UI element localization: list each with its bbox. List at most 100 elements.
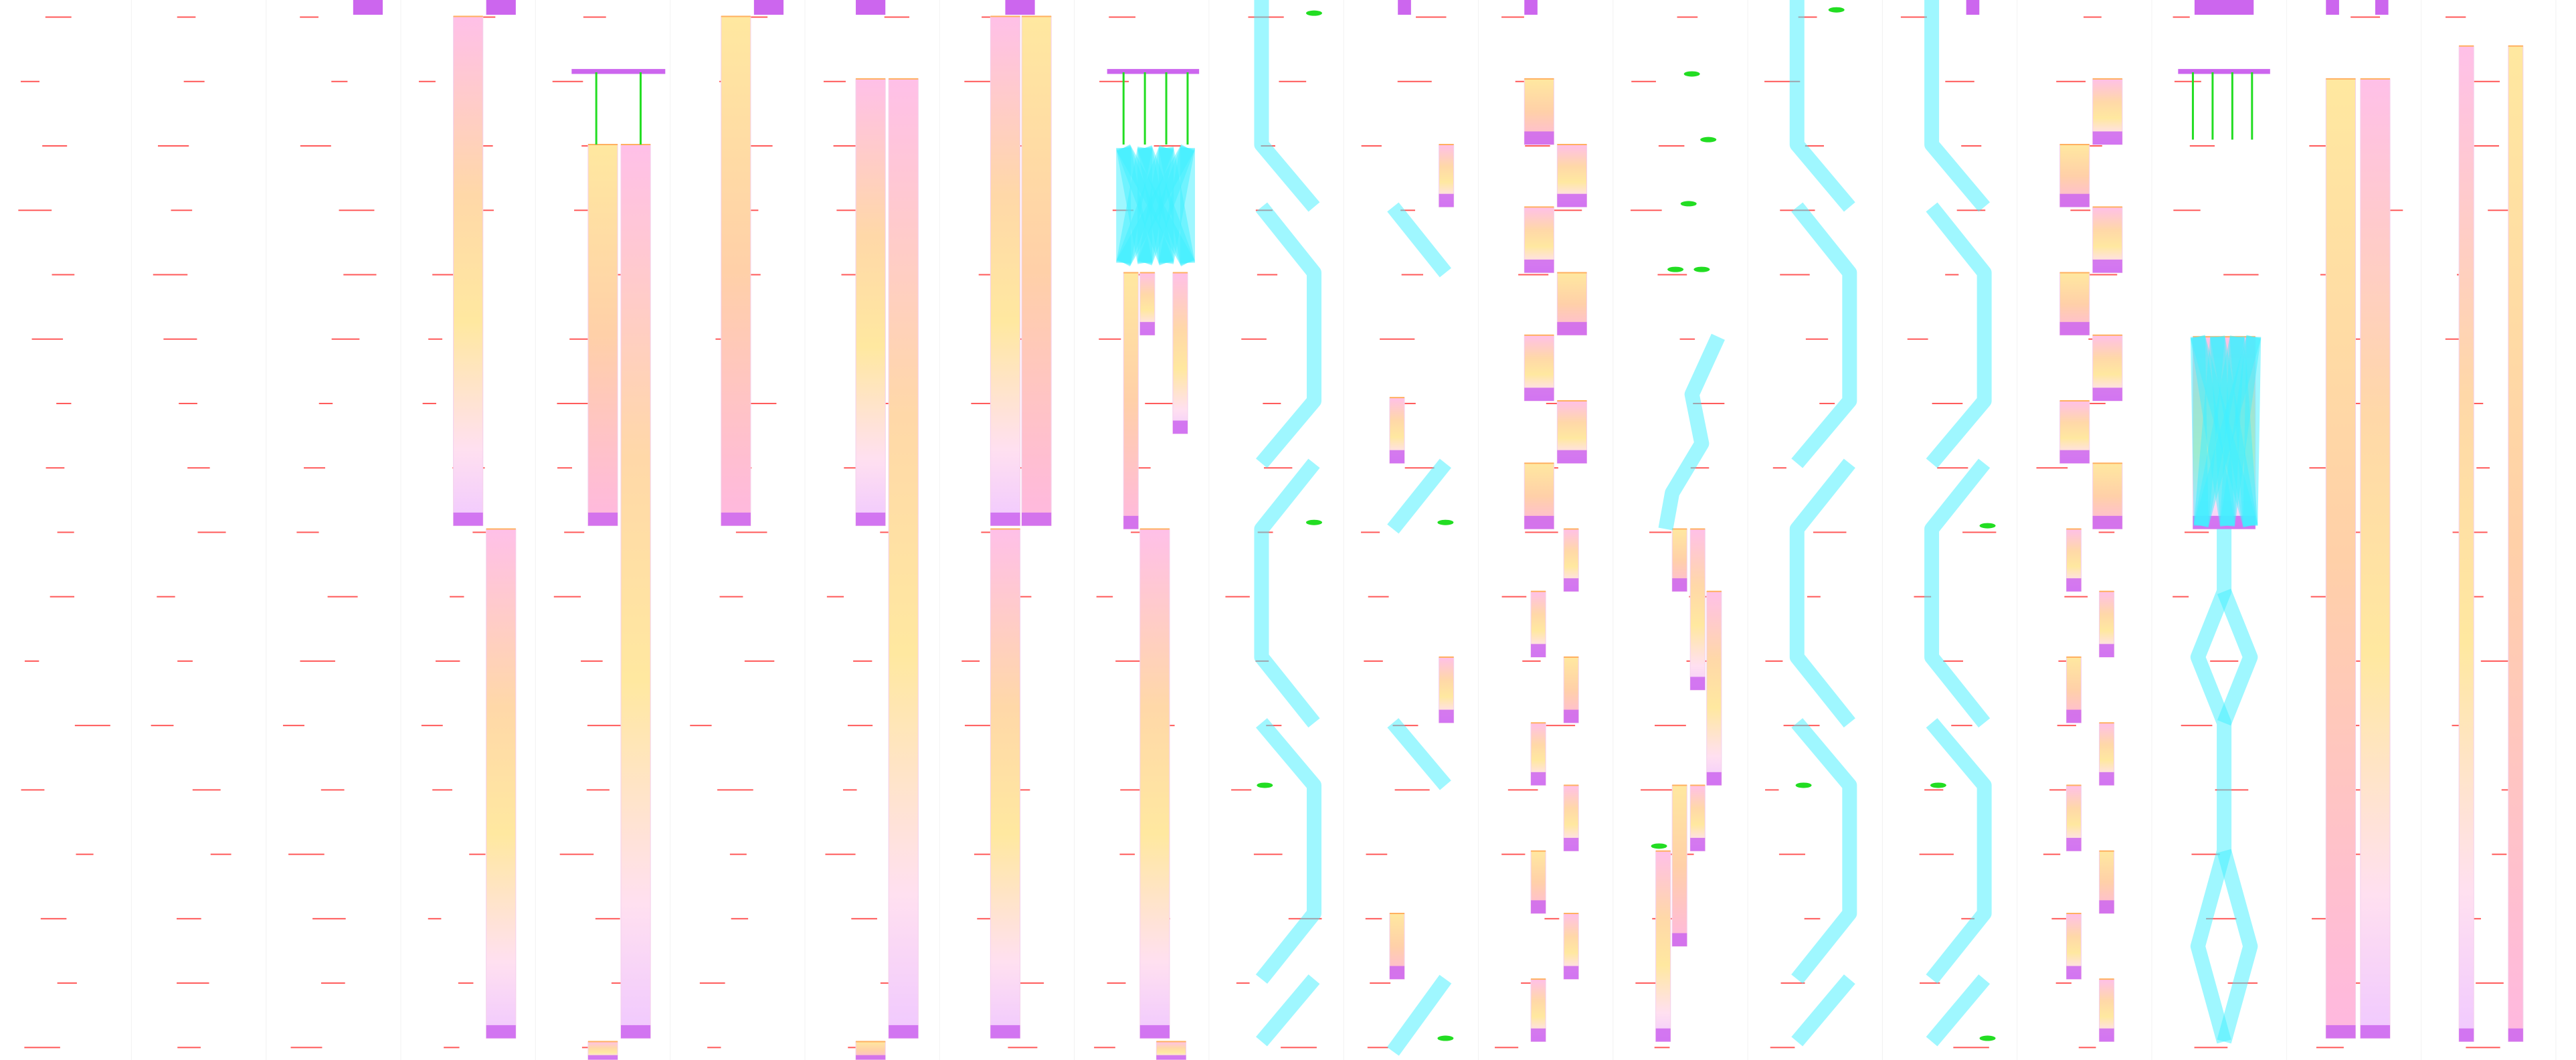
label-dash: [735, 531, 767, 533]
label-dash: [151, 725, 174, 727]
label-dash: [2184, 531, 2209, 533]
label-dash: [699, 982, 725, 984]
label-dash: [1690, 467, 1710, 469]
label-dash: [1522, 660, 1541, 662]
span-cap: [721, 512, 751, 526]
label-dash: [436, 660, 460, 662]
span-cap: [1557, 322, 1587, 335]
label-dash: [2480, 660, 2514, 662]
label-dash: [1631, 80, 1656, 82]
label-dash: [2051, 917, 2076, 919]
label-dash: [1394, 789, 1430, 791]
label-dash: [2078, 1047, 2096, 1049]
label-dash: [1404, 467, 1435, 469]
label-dash: [1945, 80, 1974, 82]
label-dash: [210, 853, 232, 855]
span-cap: [990, 1025, 1020, 1039]
label-dash: [1279, 80, 1307, 82]
flow-ribbon: [1254, 458, 1320, 728]
span-cap: [2066, 709, 2082, 723]
label-dash: [428, 338, 443, 340]
label-dash: [750, 402, 777, 404]
label-dash: [564, 531, 585, 533]
header-box: [1966, 0, 1980, 15]
label-dash: [1679, 338, 1695, 340]
flow-ribbon: [1791, 718, 1857, 984]
label-dash: [192, 789, 221, 791]
flow-ribbon: [2243, 337, 2262, 526]
flow-ribbon: [1386, 974, 1452, 1056]
span-cap: [2326, 1025, 2356, 1039]
label-dash: [1655, 725, 1686, 727]
label-dash: [1361, 145, 1382, 147]
link-dot: [1437, 519, 1454, 525]
label-dash: [296, 531, 319, 533]
label-dash: [177, 660, 193, 662]
span-cap: [1655, 1028, 1671, 1042]
label-dash: [552, 80, 583, 82]
label-dash: [187, 467, 210, 469]
label-dash: [2173, 209, 2201, 211]
label-dash: [177, 982, 209, 984]
flow-ribbon: [1255, 202, 1321, 468]
label-dash: [57, 982, 77, 984]
span-cap: [1439, 709, 1454, 723]
label-dash: [320, 789, 345, 791]
label-dash: [569, 338, 591, 340]
label-dash: [2474, 145, 2499, 147]
label-dash: [2488, 209, 2509, 211]
label-dash: [1370, 982, 1391, 984]
label-dash: [1657, 274, 1687, 276]
label-dash: [1919, 982, 1940, 984]
link-dot: [1257, 782, 1273, 788]
label-dash: [1109, 16, 1136, 18]
span-cap: [453, 512, 483, 526]
span-cap: [1690, 677, 1706, 691]
label-dash: [472, 531, 490, 533]
label-dash: [1553, 209, 1582, 211]
label-dash: [2064, 596, 2088, 598]
label-dash: [1924, 789, 1944, 791]
span-cap: [587, 512, 618, 526]
span-cap: [1531, 772, 1546, 786]
span-cap: [1531, 644, 1546, 657]
label-dash: [2316, 1047, 2344, 1049]
flow-ribbon: [1254, 0, 1320, 212]
link-dot: [1437, 1035, 1454, 1041]
label-dash: [982, 16, 996, 18]
label-dash: [745, 16, 768, 18]
label-dash: [1677, 16, 1698, 18]
label-dash: [1525, 531, 1558, 533]
label-dash: [1099, 80, 1129, 82]
label-dash: [738, 145, 773, 147]
label-dash: [300, 145, 331, 147]
flow-ribbon: [1924, 458, 1991, 728]
label-dash: [1544, 917, 1560, 919]
label-dash: [304, 467, 325, 469]
label-dash: [2476, 467, 2490, 469]
label-dash: [581, 660, 603, 662]
span-cap: [1564, 966, 1579, 980]
label-dash: [1365, 917, 1382, 919]
span-bar: [2360, 78, 2391, 1039]
span-bar: [2508, 46, 2524, 1042]
span-cap: [1531, 1028, 1546, 1042]
label-dash: [1546, 725, 1576, 727]
label-dash: [1813, 531, 1847, 533]
label-dash: [1945, 274, 1959, 276]
label-dash: [158, 145, 189, 147]
link-dot: [1979, 1035, 1996, 1041]
header-box: [2375, 0, 2389, 15]
span-cap: [2066, 838, 2082, 851]
header-box: [753, 0, 784, 15]
span-cap: [1139, 1025, 1170, 1039]
header-box: [2178, 69, 2270, 74]
label-dash: [1120, 789, 1154, 791]
span-cap: [1524, 387, 1554, 402]
span-cap: [1123, 515, 1139, 529]
label-dash: [1919, 853, 1954, 855]
label-dash: [1380, 338, 1415, 340]
label-dash: [847, 725, 873, 727]
label-dash: [21, 789, 45, 791]
